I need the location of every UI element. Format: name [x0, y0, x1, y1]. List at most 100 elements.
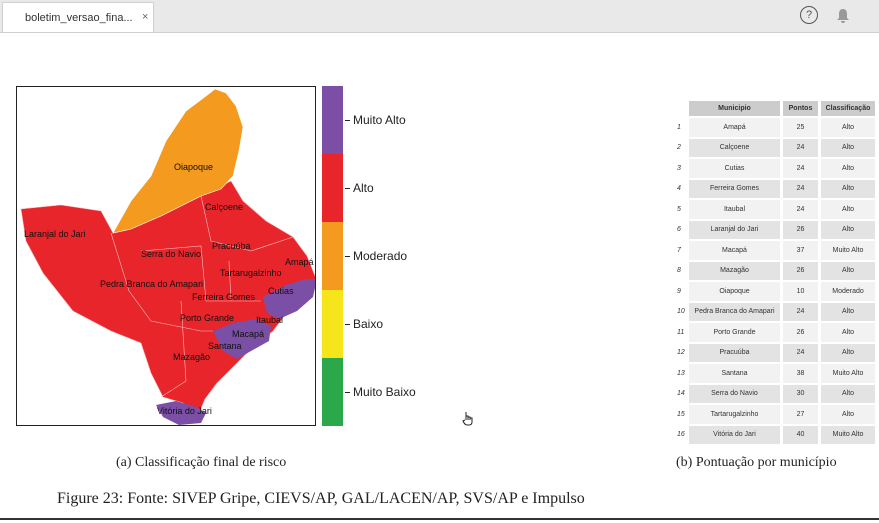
classificacao-cell: Alto [821, 159, 875, 178]
row-number: 6 [677, 226, 681, 234]
map-svg [20, 88, 318, 425]
caption-a: (a) Classificação final de risco [116, 455, 287, 470]
map-label: Mazagão [173, 352, 211, 362]
classificacao-cell: Muito Alto [821, 364, 875, 383]
municipio-cell: Mazagão [689, 261, 780, 280]
tab-bar: boletim_versao_fina... × ? [0, 0, 879, 33]
classificacao-cell: Alto [821, 261, 875, 280]
region-santana-macapa [213, 319, 271, 359]
legend-label: Muito Baixo [345, 385, 416, 399]
table-row: 6 Laranjal do Jari 26 Alto [676, 220, 875, 239]
municipio-cell: Amapá [689, 118, 780, 137]
row-number-header [676, 101, 686, 116]
pontos-cell: 10 [783, 282, 818, 301]
row-number: 4 [677, 185, 681, 193]
table-row: 11 Porto Grande 26 Alto [676, 323, 875, 342]
classificacao-cell: Alto [821, 302, 875, 321]
municipio-cell: Oiapoque [689, 282, 780, 301]
municipio-cell: Serra do Navio [689, 384, 780, 403]
table-row: 10 Pedra Branca do Amapari 24 Alto [676, 302, 875, 321]
classificacao-cell: Alto [821, 138, 875, 157]
legend-label: Muito Alto [345, 113, 406, 127]
legend-swatch [322, 358, 343, 426]
legend-label: Alto [345, 181, 374, 195]
help-icon[interactable]: ? [800, 6, 818, 24]
classificacao-cell: Alto [821, 118, 875, 137]
score-table: Municipio Pontos Classificação 1 Amapá 25 Alt… [673, 99, 878, 446]
classificacao-cell: Muito Alto [821, 241, 875, 260]
row-number: 5 [677, 205, 681, 213]
municipio-cell: Santana [689, 364, 780, 383]
hand-cursor-icon [462, 412, 473, 426]
map-label: Santana [208, 341, 242, 351]
region-oiapoque [112, 88, 244, 234]
municipio-cell: Laranjal do Jari [689, 220, 780, 239]
col-header: Pontos [783, 101, 818, 116]
row-number: 15 [677, 410, 685, 418]
municipio-cell: Ferreira Gomes [689, 179, 780, 198]
classificacao-cell: Alto [821, 200, 875, 219]
row-number: 3 [677, 164, 681, 172]
pontos-cell: 26 [783, 261, 818, 280]
tab-document[interactable]: boletim_versao_fina... × [2, 2, 154, 32]
classificacao-cell: Moderado [821, 282, 875, 301]
municipio-cell: Cutias [689, 159, 780, 178]
municipio-cell: Calçoene [689, 138, 780, 157]
row-number: 14 [677, 390, 685, 398]
row-number: 13 [677, 369, 685, 377]
row-number: 7 [677, 246, 681, 254]
table-row: 14 Serra do Navio 30 Alto [676, 384, 875, 403]
pontos-cell: 27 [783, 405, 818, 424]
col-header: Municipio [689, 101, 780, 116]
pontos-cell: 38 [783, 364, 818, 383]
classificacao-cell: Alto [821, 179, 875, 198]
legend-label: Baixo [345, 317, 383, 331]
row-number: 9 [677, 287, 681, 295]
municipio-cell: Macapá [689, 241, 780, 260]
municipio-cell: Pracuúba [689, 343, 780, 362]
region-vitoria-do-jari [156, 401, 206, 425]
pontos-cell: 24 [783, 159, 818, 178]
legend-swatch [322, 86, 343, 154]
pontos-cell: 26 [783, 323, 818, 342]
region-cutias-itaubal [263, 279, 317, 319]
pontos-cell: 25 [783, 118, 818, 137]
row-number: 1 [677, 123, 681, 131]
table-row: 15 Tartarugalzinho 27 Alto [676, 405, 875, 424]
figure-caption: Figure 23: Fonte: SIVEP Gripe, CIEVS/AP,… [57, 490, 585, 507]
table-row: 9 Oiapoque 10 Moderado [676, 282, 875, 301]
map-label: Amapá [285, 257, 314, 267]
municipio-cell: Pedra Branca do Amapari [689, 302, 780, 321]
table-row: 7 Macapá 37 Muito Alto [676, 241, 875, 260]
municipio-cell: Itaubal [689, 200, 780, 219]
classificacao-cell: Alto [821, 384, 875, 403]
caption-b: (b) Pontuação por município [676, 455, 837, 470]
map-label: Pedra Branca do Amapari [100, 279, 204, 289]
municipio-cell: Porto Grande [689, 323, 780, 342]
row-number: 16 [677, 431, 685, 439]
classificacao-cell: Alto [821, 220, 875, 239]
pontos-cell: 24 [783, 179, 818, 198]
legend-label: Moderado [345, 249, 407, 263]
table-row: 3 Cutias 24 Alto [676, 159, 875, 178]
table-row: 16 Vitória do Jari 40 Muito Alto [676, 425, 875, 444]
col-header: Classificação [821, 101, 875, 116]
pontos-cell: 24 [783, 302, 818, 321]
legend-swatch [322, 154, 343, 222]
classificacao-cell: Alto [821, 405, 875, 424]
table-row: 2 Calçoene 24 Alto [676, 138, 875, 157]
map-label: Porto Grande [180, 313, 235, 323]
map-label: Macapá [232, 329, 265, 339]
municipio-cell: Tartarugalzinho [689, 405, 780, 424]
municipio-cell: Vitória do Jari [689, 425, 780, 444]
table-row: 4 Ferreira Gomes 24 Alto [676, 179, 875, 198]
row-number: 10 [677, 308, 685, 316]
row-number: 12 [677, 349, 685, 357]
table-row: 8 Mazagão 26 Alto [676, 261, 875, 280]
bell-icon[interactable] [836, 8, 850, 24]
map-label: Laranjal do Jari [24, 229, 86, 239]
table-row: 1 Amapá 25 Alto [676, 118, 875, 137]
row-number: 8 [677, 267, 681, 275]
pontos-cell: 37 [783, 241, 818, 260]
close-icon[interactable]: × [142, 11, 149, 23]
